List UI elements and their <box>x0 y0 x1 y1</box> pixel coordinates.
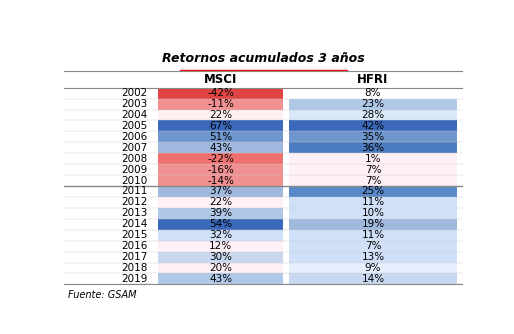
Text: 20%: 20% <box>209 263 232 273</box>
Bar <box>289 252 456 263</box>
Bar <box>289 131 456 142</box>
Bar <box>158 230 283 241</box>
Text: 25%: 25% <box>361 186 384 196</box>
Text: -16%: -16% <box>207 165 234 175</box>
Bar <box>158 219 283 230</box>
Bar <box>158 208 283 219</box>
Bar <box>289 153 456 164</box>
Text: 43%: 43% <box>209 274 232 284</box>
Bar <box>158 241 283 252</box>
Bar <box>158 197 283 208</box>
Bar <box>289 241 456 252</box>
Text: 11%: 11% <box>361 230 384 240</box>
Text: 7%: 7% <box>365 241 381 251</box>
Text: 35%: 35% <box>361 132 384 142</box>
Text: 30%: 30% <box>209 252 232 262</box>
Text: 23%: 23% <box>361 99 384 109</box>
Text: 7%: 7% <box>365 176 381 186</box>
Text: 14%: 14% <box>361 274 384 284</box>
Text: 2003: 2003 <box>122 99 148 109</box>
Text: 43%: 43% <box>209 143 232 153</box>
Bar <box>158 274 283 284</box>
Text: 11%: 11% <box>361 197 384 207</box>
Text: 2009: 2009 <box>122 165 148 175</box>
Text: 2010: 2010 <box>122 176 148 186</box>
Text: 22%: 22% <box>209 110 232 120</box>
Text: 37%: 37% <box>209 186 232 196</box>
Text: 1%: 1% <box>365 154 381 164</box>
Bar <box>158 153 283 164</box>
Text: 2018: 2018 <box>121 263 148 273</box>
Bar <box>289 274 456 284</box>
Bar <box>158 88 283 99</box>
Text: -11%: -11% <box>207 99 234 109</box>
Bar <box>158 175 283 186</box>
Bar <box>158 263 283 274</box>
Text: 2011: 2011 <box>121 186 148 196</box>
Text: 7%: 7% <box>365 165 381 175</box>
Text: 2016: 2016 <box>121 241 148 251</box>
Bar <box>158 142 283 153</box>
Bar <box>289 197 456 208</box>
Text: 42%: 42% <box>361 121 384 131</box>
Text: 51%: 51% <box>209 132 232 142</box>
Text: 2008: 2008 <box>122 154 148 164</box>
Bar <box>289 164 456 175</box>
Text: 2014: 2014 <box>121 219 148 229</box>
Text: 67%: 67% <box>209 121 232 131</box>
Bar <box>289 186 456 197</box>
Bar <box>158 131 283 142</box>
Text: 22%: 22% <box>209 197 232 207</box>
Text: 2012: 2012 <box>121 197 148 207</box>
Bar <box>289 88 456 99</box>
Bar <box>289 121 456 131</box>
Text: 2004: 2004 <box>122 110 148 120</box>
Bar <box>158 121 283 131</box>
Text: 8%: 8% <box>365 88 381 98</box>
Bar <box>289 263 456 274</box>
Bar <box>158 252 283 263</box>
Text: 54%: 54% <box>209 219 232 229</box>
Bar <box>289 219 456 230</box>
Text: -42%: -42% <box>207 88 234 98</box>
Text: 13%: 13% <box>361 252 384 262</box>
Text: -22%: -22% <box>207 154 234 164</box>
Bar <box>158 186 283 197</box>
Text: 19%: 19% <box>361 219 384 229</box>
Text: 2006: 2006 <box>122 132 148 142</box>
Text: Retornos acumulados 3 años: Retornos acumulados 3 años <box>162 52 365 65</box>
Text: Fuente: GSAM: Fuente: GSAM <box>68 290 137 300</box>
Bar <box>158 164 283 175</box>
Bar <box>289 175 456 186</box>
Bar <box>289 142 456 153</box>
Text: 2005: 2005 <box>122 121 148 131</box>
Text: 10%: 10% <box>361 208 384 218</box>
Bar <box>158 110 283 121</box>
Text: 2013: 2013 <box>121 208 148 218</box>
Text: 2017: 2017 <box>121 252 148 262</box>
Text: -14%: -14% <box>207 176 234 186</box>
Text: MSCI: MSCI <box>204 73 237 86</box>
Bar <box>158 99 283 110</box>
Bar <box>289 230 456 241</box>
Text: HFRI: HFRI <box>357 73 389 86</box>
Text: 9%: 9% <box>365 263 381 273</box>
Text: 39%: 39% <box>209 208 232 218</box>
Text: 32%: 32% <box>209 230 232 240</box>
Text: 12%: 12% <box>209 241 232 251</box>
Text: 2002: 2002 <box>122 88 148 98</box>
Bar <box>289 99 456 110</box>
Bar <box>289 110 456 121</box>
Text: 2007: 2007 <box>122 143 148 153</box>
Text: 28%: 28% <box>361 110 384 120</box>
Text: 2015: 2015 <box>121 230 148 240</box>
Bar <box>289 208 456 219</box>
Text: 36%: 36% <box>361 143 384 153</box>
Text: 2019: 2019 <box>121 274 148 284</box>
